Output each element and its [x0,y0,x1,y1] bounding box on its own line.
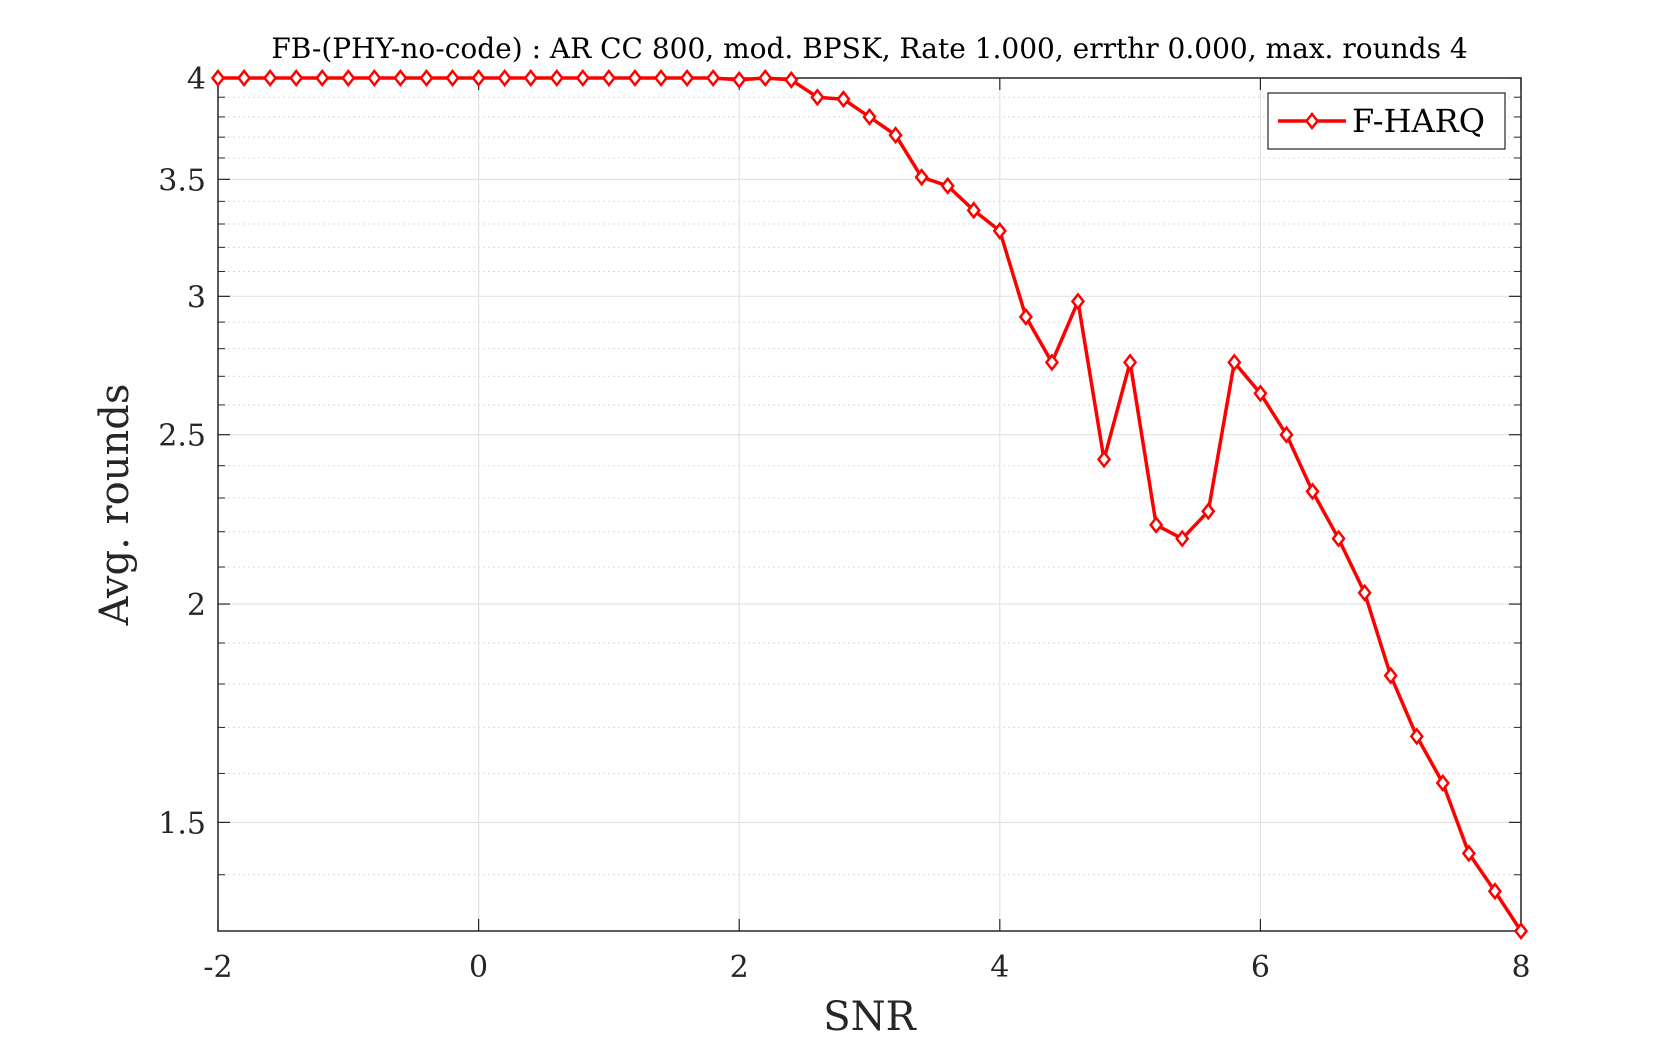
data-point-marker [393,68,408,88]
data-point-marker [966,201,981,220]
x-tick-label: 6 [1251,950,1270,985]
data-point-marker [1409,727,1424,746]
data-point-marker [888,126,903,145]
data-point-marker [732,70,747,89]
y-tick-label: 4 [187,62,206,97]
data-point-marker [1331,529,1346,548]
data-point-marker [1123,353,1138,372]
data-point-marker [679,68,695,88]
data-point-marker [1253,384,1268,403]
y-tick-labels: 1.5 2 2.5 3 3.5 4 [158,62,206,841]
y-tick-label: 3 [187,280,206,315]
data-point-marker [549,68,564,88]
x-tick-label: 2 [730,950,749,985]
data-point-marker [1201,502,1216,521]
grid [217,77,1522,931]
legend: F-HARQ [1267,92,1506,150]
x-tick-label: 4 [990,950,1009,985]
data-point-marker [992,221,1007,240]
data-point-marker [367,68,382,88]
data-point-marker [315,68,330,88]
y-tick-label: 3.5 [158,163,206,198]
data-point-marker [419,68,434,88]
data-point-marker [758,68,773,88]
series-layer [210,68,1529,941]
data-point-marker [1175,529,1190,548]
x-tick-label: 8 [1511,950,1530,985]
chart-title: FB-(PHY-no-code) : AR CC 800, mod. BPSK,… [271,32,1467,65]
data-point-marker [289,68,304,88]
y-axis-label: Avg. rounds [92,384,138,627]
tick-marks [217,77,1522,931]
data-point-marker [706,68,721,88]
data-point-marker [862,107,877,126]
y-tick-label: 2.5 [158,419,206,454]
data-point-marker [523,68,538,88]
data-point-marker [940,176,955,195]
data-point-marker [601,68,616,88]
series-line-f-harq [218,76,1523,932]
data-point-marker [236,68,252,88]
data-point-marker [1096,450,1112,469]
data-point-marker [653,68,669,88]
data-point-marker [1279,425,1294,444]
data-point-marker [497,68,512,88]
legend-entry-label: F-HARQ [1352,102,1485,140]
y-tick-label: 1.5 [158,806,206,841]
plot-area [217,77,1522,932]
data-point-marker [445,68,460,88]
data-point-marker [575,68,590,88]
data-point-marker [1513,921,1529,941]
data-point-marker [1070,292,1086,311]
data-point-marker [1435,773,1450,792]
data-point-marker [836,90,851,109]
data-point-marker [1018,307,1033,326]
data-point-marker [1044,353,1060,372]
data-point-marker [1383,666,1398,685]
data-point-marker [1461,844,1476,863]
data-point-marker [627,68,643,88]
data-point-marker [1149,515,1164,534]
data-point-marker [914,168,929,187]
data-point-marker [210,68,226,88]
x-tick-label: 0 [469,950,488,985]
x-tick-labels: -2 0 2 4 6 8 [203,950,1530,985]
legend-marker-diamond [1304,111,1320,131]
data-point-marker [341,68,356,88]
data-point-marker [471,68,486,88]
data-point-marker [784,70,799,89]
x-tick-label: -2 [203,950,232,985]
data-point-marker [810,88,825,107]
data-point-marker [1487,882,1503,901]
data-point-marker [1305,482,1320,501]
y-tick-label: 2 [187,588,206,623]
data-point-marker [1357,583,1372,602]
data-point-marker [263,68,278,88]
x-axis-label: SNR [823,994,917,1040]
data-point-marker [1227,353,1242,372]
